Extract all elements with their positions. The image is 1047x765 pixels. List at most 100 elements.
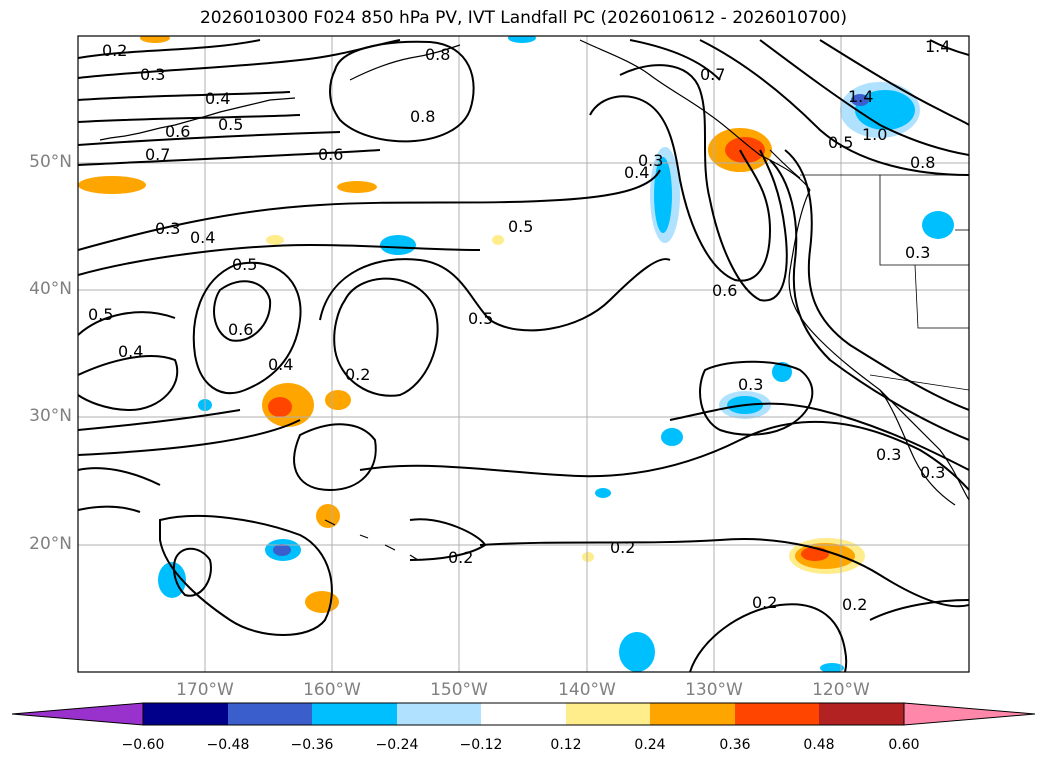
contour-line (213, 280, 272, 342)
contour-label: 1.0 (862, 125, 887, 144)
lat-label-40n: 40°N (29, 279, 72, 299)
contour-line (319, 258, 671, 332)
contour-line (784, 149, 969, 411)
map-plot-area: 0.2 0.3 0.4 0.5 0.6 0.6 0.8 0.8 0.7 0.3 … (78, 36, 969, 672)
positive-anomaly-patch (337, 181, 377, 193)
colorbar-tick-label: 0.60 (888, 737, 920, 753)
contour-label: 0.5 (232, 255, 257, 274)
colorbar-tick-label: 0.24 (634, 737, 666, 753)
negative-anomaly-patch (820, 663, 844, 672)
contour-label: 0.3 (876, 445, 901, 464)
positive-anomaly-patch (266, 235, 284, 245)
alaska-coast (579, 39, 811, 191)
negative-anomaly-patch (855, 90, 915, 130)
contour-labels: 0.2 0.3 0.4 0.5 0.6 0.6 0.8 0.8 0.7 0.3 … (88, 37, 950, 614)
lon-label-140w: 140°W (558, 680, 616, 700)
contour-line (759, 39, 969, 156)
contour-line (819, 39, 969, 126)
graticule (78, 36, 969, 672)
baja-california (879, 389, 956, 506)
positive-anomaly-patch (801, 547, 829, 561)
colorbar-bin (735, 703, 819, 725)
colorbar-bin (566, 703, 650, 725)
colorbar-bin (819, 703, 904, 725)
state-border (914, 264, 969, 329)
positive-anomaly-patch (492, 235, 504, 245)
contour-label: 0.6 (165, 122, 190, 141)
pv-contours (78, 39, 969, 672)
contour-line (78, 39, 261, 59)
plot-frame (77, 35, 970, 673)
negative-anomaly-patch (595, 488, 611, 498)
contour-label: 0.8 (425, 45, 450, 64)
hawaiian-islands (324, 519, 419, 561)
lon-label-160w: 160°W (303, 680, 361, 700)
contour-label: 0.5 (218, 115, 243, 134)
negative-anomaly-patch (922, 211, 954, 239)
contour-label: 0.5 (88, 305, 113, 324)
contour-label: 0.2 (448, 548, 473, 567)
contour-line (329, 40, 475, 143)
colorbar-tick-label: 0.48 (803, 737, 835, 753)
contour-label: 0.2 (102, 41, 127, 60)
colorbar-tick-label: −0.60 (121, 737, 165, 753)
positive-anomaly-patch (268, 397, 292, 417)
colorbar-bin (228, 703, 312, 725)
contour-label: 0.3 (638, 151, 663, 170)
contour-line (869, 599, 969, 621)
contour-label: 0.2 (345, 365, 370, 384)
contour-line (159, 515, 333, 636)
contour-label: 1.4 (925, 37, 950, 56)
contour-line (78, 409, 241, 431)
contour-line (769, 159, 969, 441)
north-america-west-coast (788, 189, 969, 501)
state-border (879, 175, 969, 266)
positive-anomaly-patch (305, 591, 339, 613)
negative-anomaly-patch (654, 157, 672, 233)
colorbar-tick-label: −0.48 (206, 737, 250, 753)
colorbar-extend-high (903, 702, 1036, 726)
negative-anomaly-patch (851, 94, 869, 106)
negative-anomaly-patch (661, 428, 683, 446)
lon-label-170w: 170°W (176, 680, 234, 700)
contour-label: 0.8 (410, 107, 435, 126)
contour-label: 0.2 (610, 538, 635, 557)
contour-line (78, 131, 341, 146)
colorbar-tick-label: −0.12 (459, 737, 503, 753)
lon-label-150w: 150°W (430, 680, 488, 700)
colorbar-bin (397, 703, 481, 725)
contour-line (172, 547, 212, 597)
contour-label: 0.2 (842, 595, 867, 614)
contour-line (629, 39, 721, 81)
contour-label: 0.4 (205, 89, 230, 108)
contour-line (78, 169, 661, 251)
contour-label: 1.4 (848, 87, 873, 106)
contour-line (192, 261, 302, 395)
negative-anomaly-patch (508, 36, 536, 43)
contour-line (78, 91, 291, 101)
positive-anomaly-patch (316, 504, 340, 528)
negative-anomaly-patch (380, 235, 416, 255)
contour-label: 0.4 (624, 163, 649, 182)
contour-line (78, 114, 301, 123)
contour-line (78, 243, 481, 276)
contour-line (359, 420, 969, 491)
contour-label: 0.4 (118, 342, 143, 361)
colorbar-bin (143, 703, 228, 725)
positive-anomaly-patch (325, 390, 351, 410)
contour-line (78, 467, 161, 486)
contour-line (293, 423, 377, 492)
contour-label: 0.5 (508, 217, 533, 236)
colorbar-bin (312, 703, 397, 725)
contour-line (669, 402, 969, 471)
contour-line (619, 64, 788, 302)
contour-line (333, 277, 439, 397)
lat-label-20n: 20°N (29, 534, 72, 554)
colorbar (11, 702, 1036, 726)
contour-label: 0.3 (155, 219, 180, 238)
negative-anomaly-patch (619, 632, 655, 672)
aleutian-islands (99, 97, 296, 141)
lat-label-30n: 30°N (29, 406, 72, 426)
contour-line (589, 95, 772, 282)
contour-label: 0.3 (905, 243, 930, 262)
